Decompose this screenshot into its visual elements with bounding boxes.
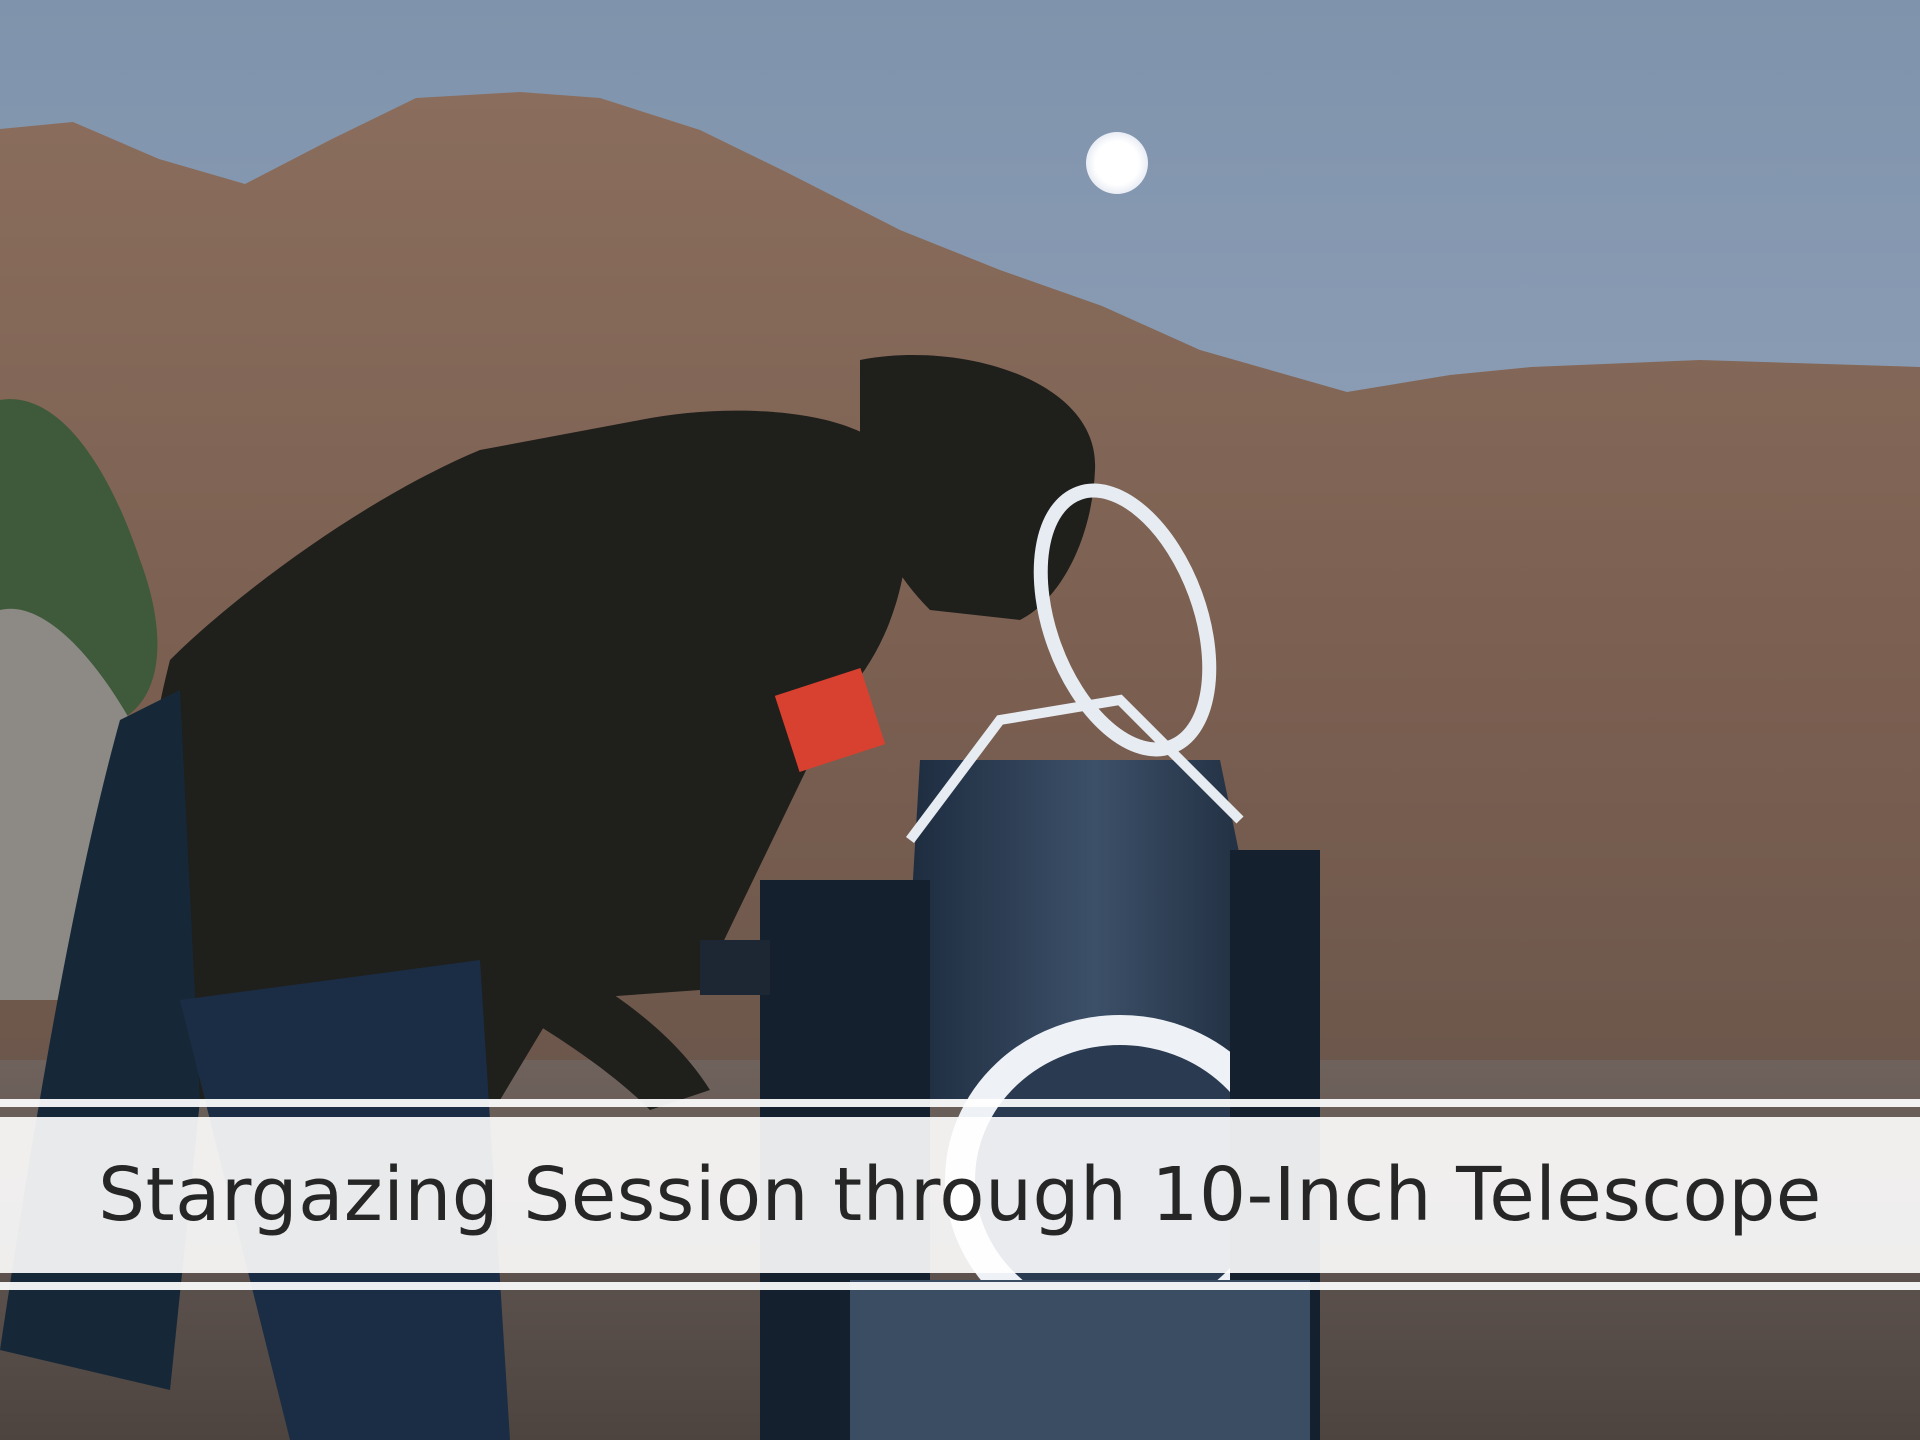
slide: Stargazing Session through 10-Inch Teles… xyxy=(0,0,1920,1440)
banner-rule xyxy=(0,1099,1920,1107)
caption-title: Stargazing Session through 10-Inch Teles… xyxy=(98,1152,1822,1238)
caption-banner: Stargazing Session through 10-Inch Teles… xyxy=(0,1117,1920,1273)
banner-rule xyxy=(0,1282,1920,1290)
moon xyxy=(1086,132,1148,194)
